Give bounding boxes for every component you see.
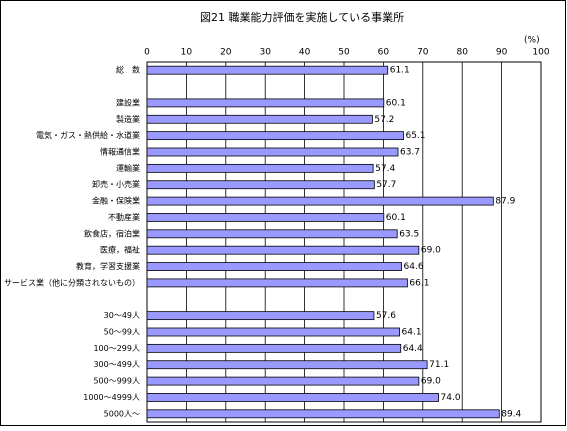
x-tick-label: 40 xyxy=(299,48,311,58)
y-tick-label: 電気・ガス・熱供給・水道業 xyxy=(36,130,140,140)
y-tick-label: 500～999人 xyxy=(93,377,140,386)
x-tick-label: 70 xyxy=(417,48,429,58)
value-label: 63.5 xyxy=(399,229,419,239)
value-label: 69.0 xyxy=(421,377,441,387)
value-label: 89.4 xyxy=(501,409,521,419)
unit-label: (%) xyxy=(524,36,540,46)
x-tick-label: 60 xyxy=(378,48,390,58)
bar xyxy=(146,360,428,370)
value-label: 65.1 xyxy=(405,131,425,141)
value-label: 71.1 xyxy=(429,360,449,370)
bar xyxy=(146,213,385,222)
value-label: 57.6 xyxy=(376,311,396,321)
y-tick-label: サービス業（他に分類されないもの） xyxy=(4,277,140,287)
bar xyxy=(146,147,399,157)
value-label: 57.4 xyxy=(375,164,395,174)
y-tick-label: 30～49人 xyxy=(104,311,140,320)
chart-title: 図21 職業能力評価を実施している事業所 xyxy=(200,10,404,24)
value-label: 57.2 xyxy=(374,115,394,125)
bar xyxy=(146,376,420,386)
y-tick-label: 情報通信業 xyxy=(100,147,140,157)
value-label: 61.1 xyxy=(390,66,410,76)
x-tick-label: 20 xyxy=(220,48,232,58)
y-tick-label: 運輸業 xyxy=(116,163,140,173)
y-tick-label: 不動産業 xyxy=(108,212,140,222)
y-tick-label: 卸売・小売業 xyxy=(92,179,140,189)
y-tick-label: 300～499人 xyxy=(93,360,140,369)
x-tick-label: 50 xyxy=(338,48,350,58)
bar xyxy=(146,196,494,206)
y-tick-label: 5000人～ xyxy=(104,409,140,418)
bar xyxy=(146,163,374,173)
bar xyxy=(146,327,400,337)
x-tick-label: 100 xyxy=(532,48,549,58)
y-tick-label: 飲食店，宿泊業 xyxy=(84,228,140,238)
x-tick-label: 30 xyxy=(259,48,271,58)
bar xyxy=(146,245,420,255)
bar xyxy=(146,343,402,353)
bar xyxy=(146,229,398,239)
bar xyxy=(146,98,385,108)
bar xyxy=(146,278,408,288)
bar xyxy=(146,65,389,75)
y-tick-label: 金融・保険業 xyxy=(92,196,140,206)
bar xyxy=(146,393,439,402)
value-label: 63.7 xyxy=(400,148,420,158)
value-label: 64.6 xyxy=(404,262,424,272)
bar xyxy=(146,409,500,419)
value-label: 64.4 xyxy=(403,344,423,354)
value-label: 57.7 xyxy=(376,180,396,190)
bar xyxy=(146,262,402,271)
y-tick-label: 建設業 xyxy=(116,97,140,107)
y-tick-label: 50～99人 xyxy=(104,328,140,337)
y-tick-label: 製造業 xyxy=(116,114,140,124)
value-label: 87.9 xyxy=(495,197,515,207)
value-label: 74.0 xyxy=(441,393,461,403)
bar xyxy=(146,311,375,321)
value-label: 64.1 xyxy=(402,328,422,338)
y-tick-label: 100～299人 xyxy=(93,344,140,353)
value-label: 60.1 xyxy=(386,98,406,108)
y-tick-label: 総 数 xyxy=(116,65,140,75)
value-label: 60.1 xyxy=(386,213,406,223)
bar xyxy=(146,114,373,124)
x-tick-label: 90 xyxy=(496,48,508,58)
value-label: 69.0 xyxy=(421,246,441,256)
value-label: 66.1 xyxy=(409,278,429,288)
y-tick-label: 医療，福祉 xyxy=(100,245,140,255)
y-tick-label: 1000～4999人 xyxy=(83,393,140,402)
x-tick-label: 0 xyxy=(144,48,150,58)
bar xyxy=(146,131,404,141)
x-tick-label: 10 xyxy=(181,48,193,58)
y-tick-label: 教育，学習支援業 xyxy=(76,261,140,271)
bar xyxy=(146,180,375,190)
x-tick-label: 80 xyxy=(456,48,468,58)
